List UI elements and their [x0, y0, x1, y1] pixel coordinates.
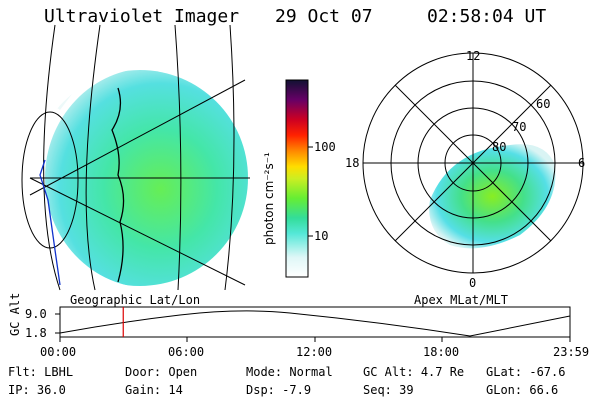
- footer-seq: Seq: 39: [363, 383, 414, 397]
- terminator-line: [39, 159, 61, 286]
- auroral-oval: [429, 144, 556, 249]
- altitude-curve: [59, 310, 571, 337]
- altitude-xtick: 00:00: [40, 345, 77, 359]
- footer-filter: Flt: LBHL: [8, 365, 74, 379]
- footer-mode: Mode: Normal: [246, 365, 333, 379]
- mlt-label-12: 12: [466, 49, 481, 63]
- apex-polar-panel: [362, 52, 584, 274]
- altitude-plot-frame: [59, 306, 571, 338]
- footer-gain: Gain: 14: [125, 383, 183, 397]
- title-instrument: Ultraviolet Imager: [44, 6, 240, 27]
- apex-caption: Apex MLat/MLT: [414, 293, 508, 307]
- title-time: 02:58:04 UT: [427, 6, 547, 27]
- lat-label-60: 60: [536, 97, 551, 111]
- colorbar: [285, 79, 313, 278]
- footer-gc-alt: GC Alt: 4.7 Re: [363, 365, 465, 379]
- lat-label-70: 70: [512, 120, 527, 134]
- lat-label-80: 80: [492, 140, 507, 154]
- footer-dsp: Dsp: -7.9: [246, 383, 312, 397]
- geo-grid-lines: [21, 24, 250, 291]
- mlt-label-18: 18: [345, 156, 360, 170]
- title-date: 29 Oct 07: [275, 6, 373, 27]
- mlt-label-6: 6: [578, 156, 586, 170]
- colorbar-scale: [285, 79, 309, 278]
- altitude-plot: [55, 306, 571, 342]
- altitude-xtick: 12:00: [296, 345, 333, 359]
- polar-grid: [362, 52, 584, 274]
- colorbar-unit-label: photon cm⁻²s⁻¹: [262, 152, 276, 245]
- footer-glon: GLon: 66.6: [486, 383, 559, 397]
- colorbar-tick-100: 100: [314, 140, 336, 154]
- altitude-xtick: 23:59: [553, 345, 590, 359]
- altitude-ylabel: GC Alt: [8, 292, 22, 336]
- colorbar-tick-10: 10: [314, 229, 329, 243]
- coastline-outline: [111, 87, 125, 283]
- altitude-xtick: 06:00: [168, 345, 205, 359]
- mlt-label-0: 0: [469, 276, 477, 290]
- geo-caption: Geographic Lat/Lon: [70, 293, 201, 307]
- footer-door: Door: Open: [125, 365, 198, 379]
- altitude-ytick-9: 9.0: [25, 307, 47, 321]
- altitude-ytick-1-8: 1.8: [25, 326, 47, 340]
- footer-ip: IP: 36.0: [8, 383, 66, 397]
- footer-glat: GLat: -67.6: [486, 365, 566, 379]
- altitude-xtick: 18:00: [423, 345, 460, 359]
- geographic-image-panel: [21, 24, 250, 291]
